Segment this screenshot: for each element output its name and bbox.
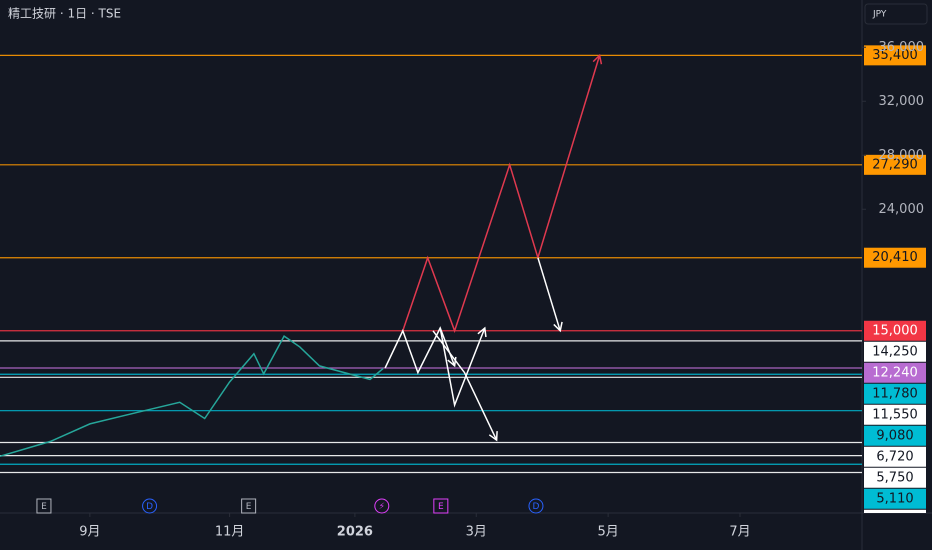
arrow-head — [477, 326, 487, 338]
event-marker — [142, 498, 158, 514]
x-tick-label: 5月 — [597, 525, 618, 540]
currency-label[interactable]: JPY — [872, 10, 887, 20]
event-marker — [433, 498, 449, 514]
event-marker — [241, 498, 257, 514]
price-level-badge — [864, 509, 926, 513]
price-level-badge — [864, 154, 926, 175]
price-level-badge — [864, 467, 926, 488]
price-level-badge — [864, 320, 926, 341]
price-level-badge — [864, 45, 926, 66]
price-line — [0, 335, 384, 458]
event-label: E — [41, 502, 47, 512]
arrow-head — [488, 431, 498, 442]
projection-path — [439, 327, 486, 408]
price-level-label: 11,550 — [872, 407, 918, 422]
price-level-label: 14,250 — [872, 344, 918, 359]
x-tick-label: 9月 — [79, 525, 100, 540]
price-level-label: 20,410 — [872, 250, 918, 265]
event-label: D — [146, 502, 153, 512]
projection-path — [402, 55, 601, 334]
event-label: E — [438, 502, 444, 512]
arrow-head — [592, 53, 603, 65]
chart-title: 精工技研 · 1日 · TSE — [8, 7, 121, 21]
x-tick-label: 11月 — [215, 525, 245, 540]
price-level-label: 11,780 — [872, 386, 918, 401]
price-level-label: 4,500 — [876, 512, 913, 527]
price-level-badge — [864, 404, 926, 425]
price-level-badge — [864, 446, 926, 467]
event-marker — [528, 498, 544, 514]
event-marker — [36, 498, 52, 514]
price-level-badge — [864, 247, 926, 268]
x-tick-label: 3月 — [466, 525, 487, 540]
projection-path — [384, 326, 456, 375]
projection-path — [537, 257, 561, 332]
y-tick-label: 24,000 — [879, 202, 925, 217]
y-tick-label: 32,000 — [879, 94, 925, 109]
price-level-label: 12,240 — [872, 365, 918, 380]
price-level-label: 9,080 — [876, 428, 913, 443]
event-label: D — [532, 502, 539, 512]
price-level-badge — [864, 488, 926, 509]
arrow-head — [553, 321, 563, 333]
price-level-badge — [864, 362, 926, 383]
currency-button[interactable] — [864, 3, 928, 25]
price-level-label: 6,720 — [876, 449, 913, 464]
price-level-label: 35,400 — [872, 48, 918, 63]
x-tick-label: 7月 — [729, 525, 750, 540]
y-tick-label: 28,000 — [879, 148, 925, 163]
event-marker — [374, 498, 390, 514]
event-label: ⚡ — [379, 502, 385, 512]
price-level-badge — [864, 341, 926, 362]
event-label: E — [246, 502, 252, 512]
price-level-label: 15,000 — [872, 323, 918, 338]
price-level-label: 5,750 — [876, 470, 913, 485]
price-level-badge — [864, 425, 926, 446]
y-tick-label: 36,000 — [879, 40, 925, 55]
price-level-label: 27,290 — [872, 157, 918, 172]
price-level-label: 5,110 — [876, 491, 913, 506]
price-level-badge — [864, 383, 926, 404]
x-tick-label: 2026 — [337, 525, 373, 540]
projection-path — [432, 330, 498, 441]
